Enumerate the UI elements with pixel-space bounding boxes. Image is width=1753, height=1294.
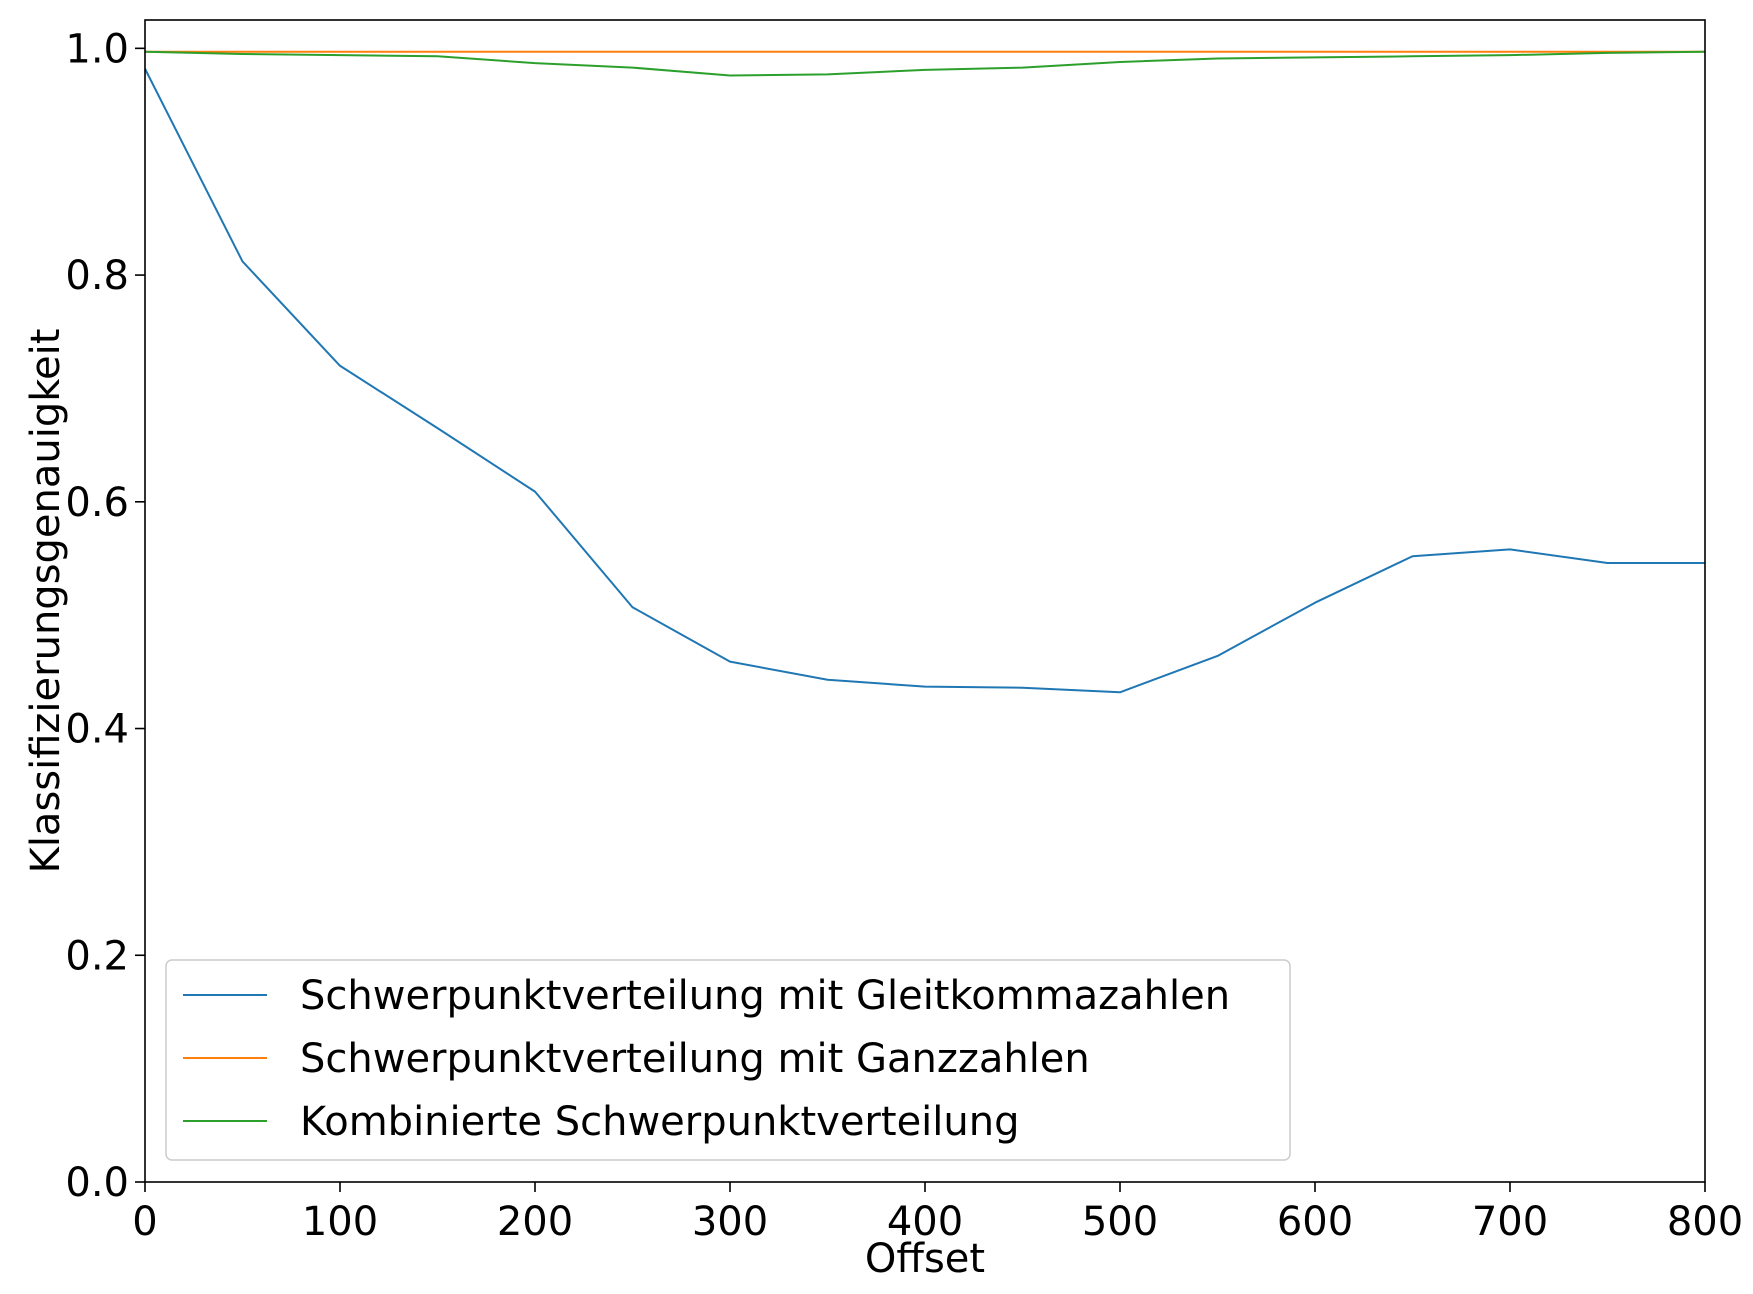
x-tick-label: 800	[1667, 1199, 1743, 1245]
legend-label-3: Kombinierte Schwerpunktverteilung	[300, 1099, 1020, 1145]
x-tick-label: 200	[497, 1199, 573, 1245]
y-tick-label: 0.6	[65, 480, 129, 526]
x-axis-label: Offset	[865, 1236, 985, 1282]
x-tick-label: 400	[887, 1199, 963, 1245]
x-tick-label: 500	[1082, 1199, 1158, 1245]
x-tick-label: 300	[692, 1199, 768, 1245]
legend-box	[165, 959, 1291, 1161]
y-tick-label: 0.8	[65, 253, 129, 299]
legend: Schwerpunktverteilung mit Gleitkommazahl…	[165, 959, 1291, 1161]
series-layer	[144, 50, 1706, 694]
series-line-3	[144, 50, 1706, 77]
legend-items: Schwerpunktverteilung mit Gleitkommazahl…	[183, 973, 1230, 1145]
legend-label-2: Schwerpunktverteilung mit Ganzzahlen	[300, 1036, 1090, 1082]
x-axis: 0 100 200 300 400 500 600 700 800	[132, 1182, 1743, 1245]
legend-label-1: Schwerpunktverteilung mit Gleitkommazahl…	[300, 973, 1230, 1019]
y-tick-label: 0.2	[65, 933, 129, 979]
x-tick-label: 600	[1277, 1199, 1353, 1245]
y-axis-label: Klassifizierungsgenauigkeit	[23, 329, 69, 874]
y-axis: 0.0 0.2 0.4 0.6 0.8 1.0	[65, 26, 145, 1206]
x-tick-label: 0	[132, 1199, 157, 1245]
series-line-1	[144, 68, 1705, 694]
x-tick-label: 100	[302, 1199, 378, 1245]
x-tick-label: 700	[1472, 1199, 1548, 1245]
y-tick-label: 1.0	[65, 26, 129, 72]
y-tick-label: 0.4	[65, 707, 129, 753]
y-tick-label: 0.0	[65, 1160, 129, 1206]
